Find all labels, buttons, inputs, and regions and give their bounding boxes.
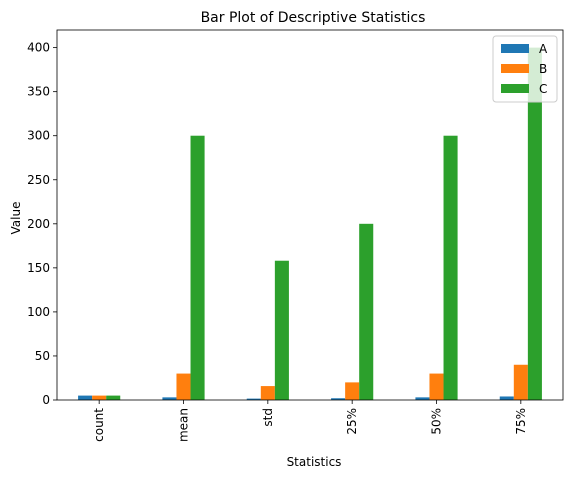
bar-A-25% <box>331 398 346 400</box>
x-axis-title: Statistics <box>287 455 342 469</box>
x-tick-label: count <box>92 408 106 442</box>
y-tick-label: 300 <box>27 129 50 143</box>
legend: ABC <box>492 35 558 103</box>
y-axis-title: Value <box>9 202 23 235</box>
legend-label-B: B <box>539 62 547 76</box>
bar-C-50% <box>443 135 458 400</box>
y-tick-label: 0 <box>42 393 50 407</box>
bar-A-50% <box>415 397 430 400</box>
y-tick-label: 100 <box>27 305 50 319</box>
bar-C-75% <box>527 47 542 401</box>
bar-A-75% <box>499 396 514 400</box>
x-tick-label: 25% <box>345 408 359 435</box>
axes-frame <box>56 29 564 401</box>
bar-C-count <box>106 395 121 400</box>
bar-B-25% <box>345 382 360 400</box>
legend-label-A: A <box>539 42 548 56</box>
y-axis-ticks: 0 50 100 150 200 250 300 350 400 <box>27 41 57 407</box>
bar-B-75% <box>513 364 528 400</box>
y-tick-label: 150 <box>27 261 50 275</box>
y-tick-label: 350 <box>27 85 50 99</box>
bar-B-std <box>260 386 275 400</box>
y-tick-label: 250 <box>27 173 50 187</box>
legend-swatch-A <box>501 44 529 53</box>
bar-C-std <box>274 260 289 400</box>
bar-A-count <box>78 395 93 400</box>
y-tick-label: 400 <box>27 41 50 55</box>
x-tick-label: 75% <box>514 408 528 435</box>
x-axis-ticks: count mean std 25% 50% 75% <box>92 400 528 442</box>
bar-B-50% <box>429 373 444 400</box>
legend-label-C: C <box>539 82 547 96</box>
x-tick-label: mean <box>177 408 191 442</box>
x-tick-label: 50% <box>430 408 444 435</box>
bar-B-mean <box>176 373 191 400</box>
x-tick-label: std <box>261 408 275 427</box>
bar-B-count <box>92 395 107 400</box>
legend-swatch-C <box>501 84 529 93</box>
chart-title: Bar Plot of Descriptive Statistics <box>201 10 426 26</box>
plot-area <box>56 29 564 401</box>
y-tick-label: 200 <box>27 217 50 231</box>
bar-C-mean <box>190 135 205 400</box>
bar-A-std <box>246 398 261 400</box>
bar-C-25% <box>359 223 374 400</box>
legend-swatch-B <box>501 64 529 73</box>
bar-A-mean <box>162 397 177 400</box>
y-tick-label: 50 <box>35 349 50 363</box>
